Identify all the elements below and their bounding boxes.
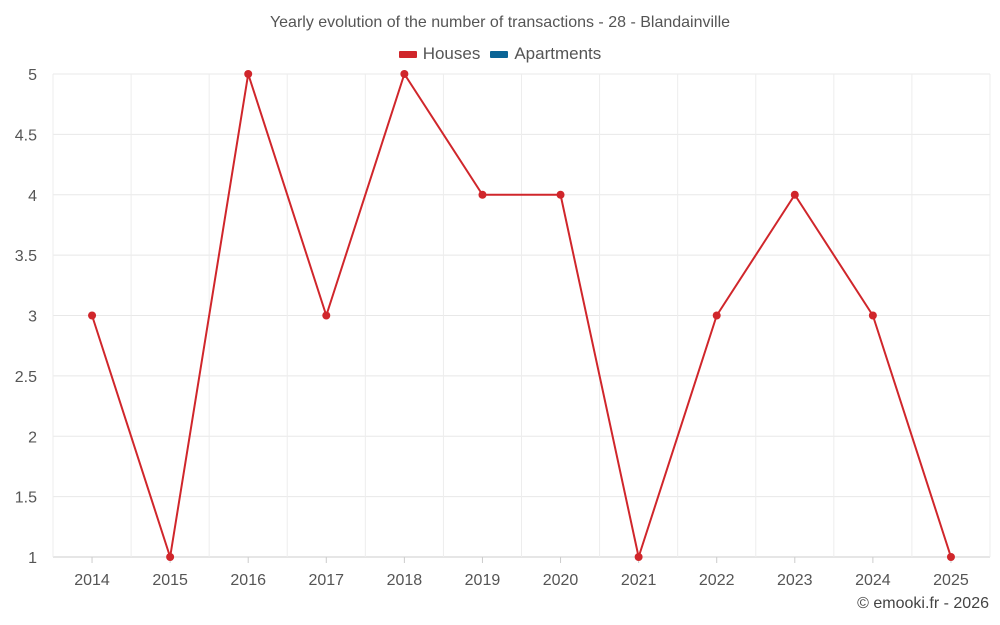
legend-swatch-houses: [398, 50, 417, 58]
data-point[interactable]: [478, 190, 487, 199]
legend: Houses Apartments: [0, 44, 1000, 64]
legend-item-apartments[interactable]: Apartments: [490, 44, 601, 64]
data-point[interactable]: [946, 553, 955, 561]
x-tick-label: 2020: [543, 572, 579, 589]
data-point[interactable]: [166, 553, 175, 561]
data-point[interactable]: [400, 70, 409, 78]
x-tick-label: 2025: [933, 572, 969, 589]
series-layer: [88, 70, 955, 561]
x-tick-label: 2015: [152, 572, 188, 589]
data-point[interactable]: [712, 311, 721, 320]
data-point[interactable]: [244, 70, 253, 78]
grid-lines: [52, 73, 991, 558]
x-tick-label: 2018: [387, 572, 423, 589]
credit-text: © emooki.fr - 2026: [857, 595, 989, 612]
x-tick-label: 2019: [465, 572, 501, 589]
data-point[interactable]: [634, 553, 643, 561]
y-tick-label: 3.5: [15, 248, 37, 265]
y-tick-label: 1.5: [15, 490, 37, 507]
x-tick-label: 2023: [777, 572, 813, 589]
data-point[interactable]: [322, 311, 331, 320]
y-tick-label: 2.5: [15, 369, 37, 386]
y-tick-label: 5: [28, 67, 37, 84]
x-tick-label: 2017: [308, 572, 344, 589]
x-axis: 2014 2015 2016 2017 2018 2019 2020 2021 2022 2023…: [74, 557, 969, 589]
data-point[interactable]: [868, 311, 877, 320]
data-point[interactable]: [790, 190, 799, 199]
x-tick-label: 2014: [74, 572, 110, 589]
x-tick-label: 2021: [621, 572, 657, 589]
legend-label-apartments: Apartments: [514, 44, 602, 63]
series-line-houses: [91, 73, 952, 558]
legend-item-houses[interactable]: Houses: [398, 44, 481, 64]
x-tick-label: 2022: [699, 572, 735, 589]
y-tick-label: 4: [28, 188, 37, 205]
data-point[interactable]: [556, 190, 565, 199]
y-tick-label: 4.5: [15, 127, 37, 144]
x-tick-label: 2024: [855, 572, 891, 589]
y-axis: 1 1.5 2 2.5 3 3.5 4 4.5 5: [15, 67, 37, 567]
y-tick-label: 3: [28, 309, 37, 326]
x-tick-label: 2016: [230, 572, 266, 589]
chart-title: Yearly evolution of the number of transa…: [269, 14, 731, 31]
y-tick-label: 1: [28, 550, 37, 567]
legend-label-houses: Houses: [422, 44, 481, 63]
data-point[interactable]: [88, 311, 97, 320]
legend-swatch-apartments: [490, 50, 509, 58]
y-tick-label: 2: [28, 429, 37, 446]
